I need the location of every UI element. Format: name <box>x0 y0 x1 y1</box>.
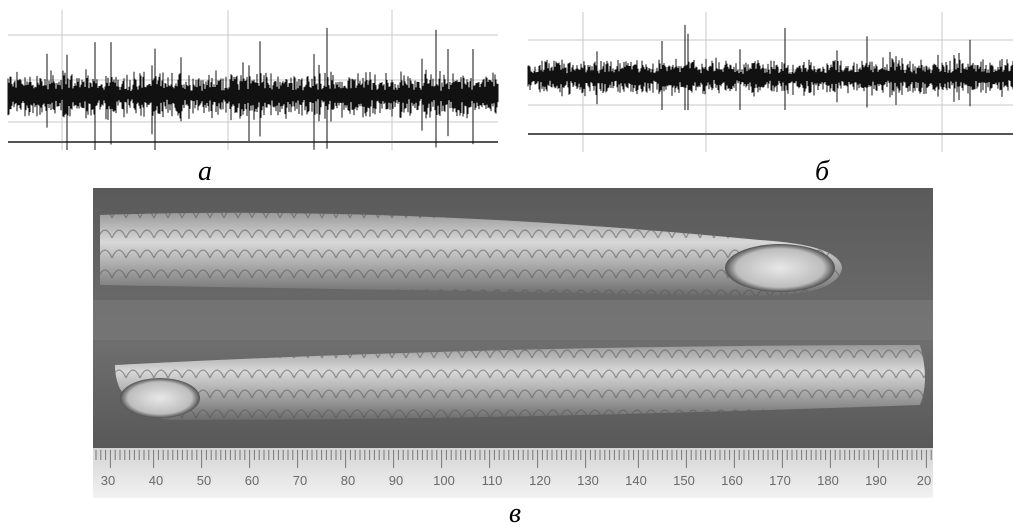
ruler-label: 180 <box>817 473 839 488</box>
ruler-label: 170 <box>769 473 791 488</box>
ruler-label: 50 <box>197 473 211 488</box>
ruler-label: 190 <box>865 473 887 488</box>
signal-plot-a <box>7 10 499 150</box>
ruler-label: 30 <box>101 473 115 488</box>
ruler-label: 160 <box>721 473 743 488</box>
ruler-label: 120 <box>529 473 551 488</box>
signal-trace <box>7 27 499 150</box>
ruler-label: 70 <box>293 473 307 488</box>
ruler-label: 90 <box>389 473 403 488</box>
ruler-label: 110 <box>482 473 503 488</box>
ruler-label: 100 <box>433 473 455 488</box>
weld-photo: 30 40 50 60 70 80 90 100 110 120 130 140 150 160 170 18… <box>93 188 933 498</box>
panel-label: а <box>198 156 212 187</box>
panel-label: б <box>815 156 830 187</box>
ruler-label: 140 <box>625 473 647 488</box>
ruler-label: 130 <box>577 473 599 488</box>
ruler-label: 150 <box>673 473 695 488</box>
panel-label: в <box>509 498 521 529</box>
ruler-label: 80 <box>341 473 355 488</box>
ruler-label: 60 <box>245 473 259 488</box>
signal-trace <box>527 24 1013 110</box>
ruler-label: 20 <box>917 473 931 488</box>
signal-plot-b <box>527 12 1013 152</box>
ruler-label: 40 <box>149 473 163 488</box>
